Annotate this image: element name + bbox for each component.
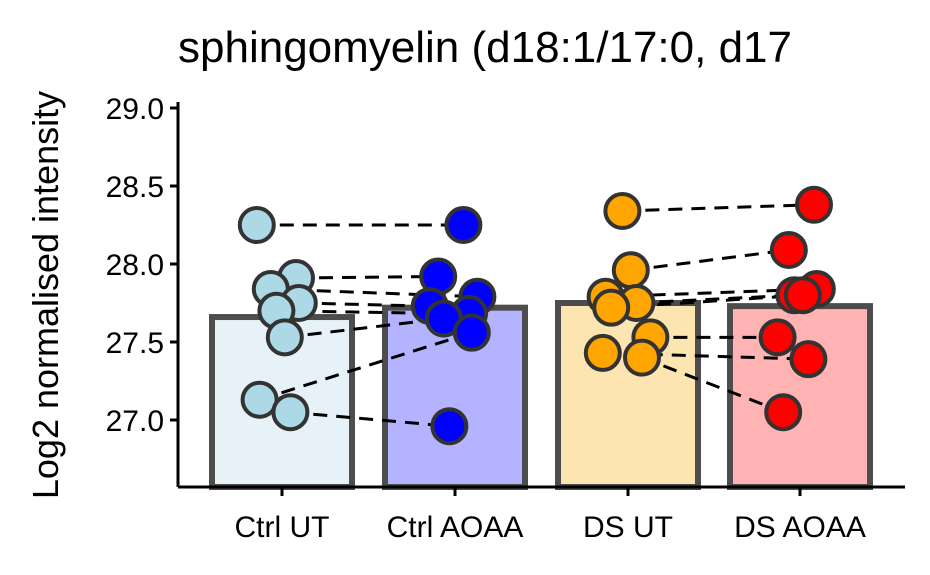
axes-layer: 27.0 27.5 28.0 28.5 29.0 Ctrl UT Ctrl AOAA DS U… xyxy=(106,93,905,544)
pair-line-0-1 xyxy=(295,274,439,280)
point-ds-aoaa-7 xyxy=(764,393,803,432)
point-ctrl-aoaa-7 xyxy=(430,407,469,446)
point-ds-aoaa-4 xyxy=(783,276,822,315)
point-ds-ut-1 xyxy=(611,251,650,290)
y-tick-label: 29.0 xyxy=(106,93,164,126)
bar-ds-ut xyxy=(555,300,701,490)
point-ds-aoaa-0 xyxy=(795,185,833,224)
point-ds-ut-0 xyxy=(603,191,642,230)
point-ds-aoaa-1 xyxy=(769,230,808,269)
pair-line-1-1 xyxy=(630,248,789,272)
y-tick-label: 27.5 xyxy=(106,327,164,360)
pair-line-1-3 xyxy=(636,293,795,305)
points-layer xyxy=(237,185,836,446)
pair-line-1-0 xyxy=(622,203,815,213)
point-ds-ut-7 xyxy=(623,338,661,377)
y-tick-label: 27.0 xyxy=(106,405,164,438)
x-tick-label: DS UT xyxy=(583,511,673,544)
pair-line-1-7 xyxy=(641,356,784,414)
x-tick-label: Ctrl AOAA xyxy=(387,511,524,544)
x-tick-label: Ctrl UT xyxy=(235,511,330,544)
point-ctrl-ut-0 xyxy=(237,206,276,244)
point-ds-ut-6 xyxy=(583,333,622,372)
pair-line-0-7 xyxy=(290,410,450,428)
y-tick-label: 28.0 xyxy=(106,249,164,282)
bar-ds-aoaa xyxy=(727,303,873,490)
point-ctrl-aoaa-6 xyxy=(452,313,491,352)
point-ctrl-ut-7 xyxy=(271,393,310,432)
y-tick-label: 28.5 xyxy=(106,171,164,204)
chart-title: sphingomyelin (d18:1/17:0, d17 xyxy=(178,23,792,72)
x-tick-label: DS AOAA xyxy=(734,511,866,544)
point-ds-aoaa-5 xyxy=(758,318,797,357)
point-ctrl-ut-5 xyxy=(265,318,304,357)
pair-line-0-5 xyxy=(284,317,444,339)
pair-line-0-6 xyxy=(259,331,473,402)
point-ds-ut-4 xyxy=(592,288,631,327)
point-ds-aoaa-6 xyxy=(789,340,828,379)
point-ctrl-aoaa-0 xyxy=(444,206,483,244)
y-axis-label: Log2 normalised intensity xyxy=(25,91,66,499)
